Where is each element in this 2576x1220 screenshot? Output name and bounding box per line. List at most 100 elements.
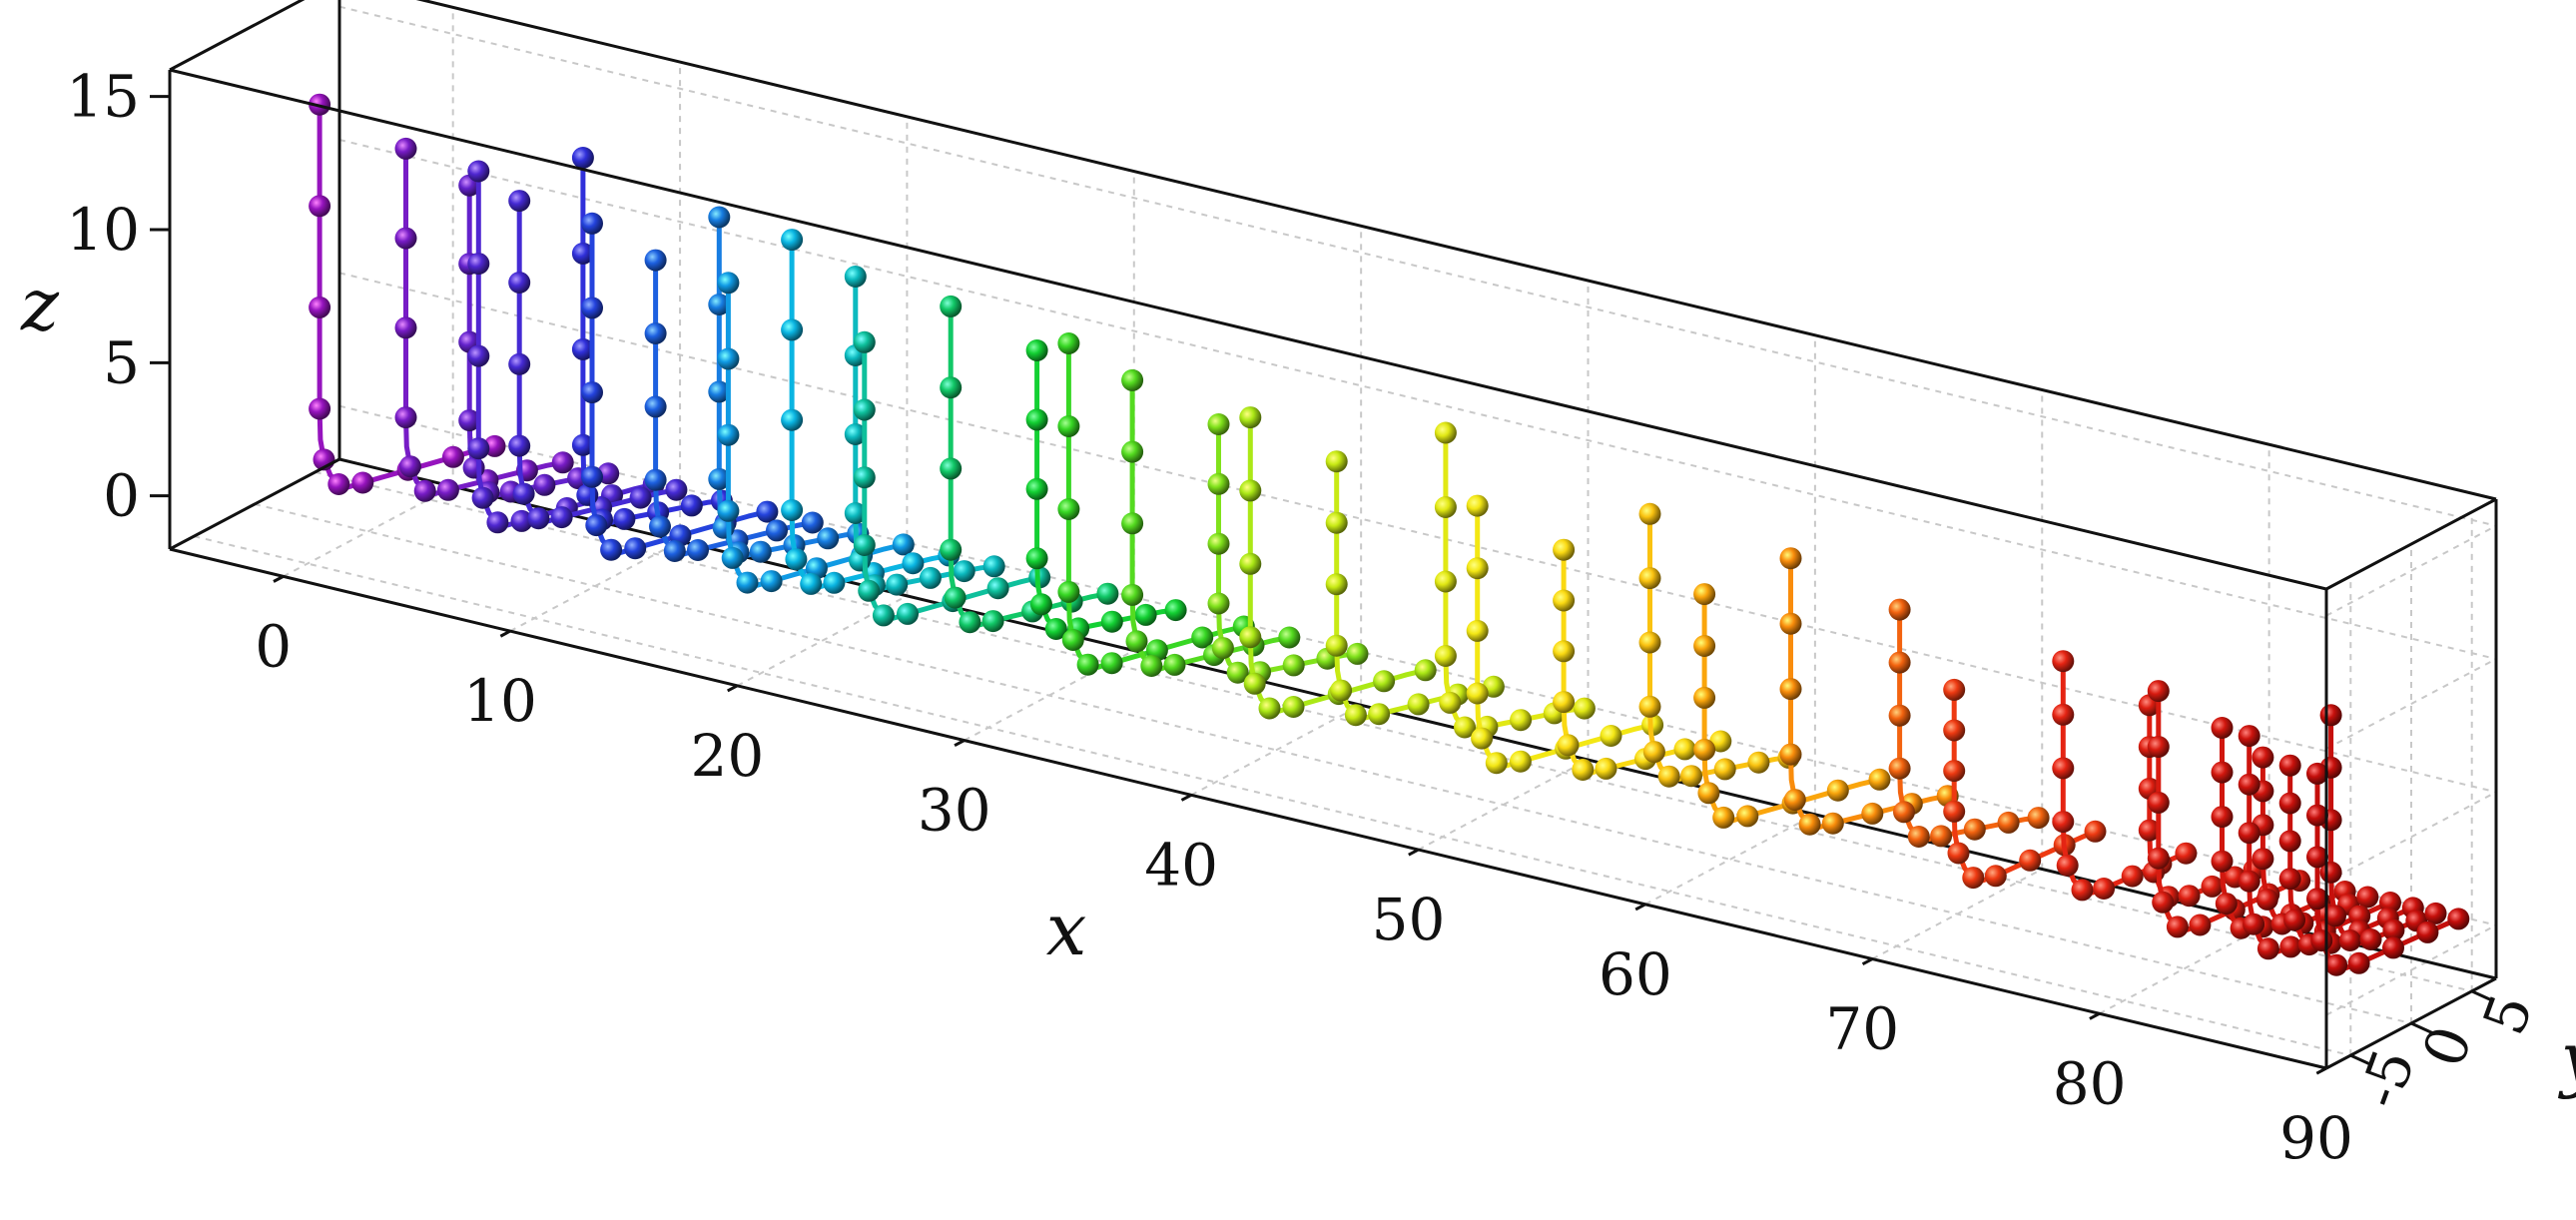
grid-line — [2325, 923, 2497, 1016]
trace-point — [467, 344, 490, 367]
trace-point — [1485, 752, 1508, 775]
trace-point — [1826, 779, 1849, 802]
grid-line — [1644, 813, 1816, 906]
trace-point — [1798, 813, 1821, 836]
trace-point — [1947, 842, 1970, 865]
trace-22 — [1553, 538, 1732, 781]
trace-point — [1697, 782, 1720, 805]
trace-point — [1191, 626, 1214, 649]
trace-point — [953, 560, 975, 583]
trace-point — [467, 160, 490, 183]
trace-point — [2084, 820, 2107, 843]
trace-point — [886, 573, 909, 596]
trace-point — [940, 457, 963, 480]
trace-point — [1779, 743, 1802, 766]
trace-point — [1779, 678, 1802, 701]
trace-26 — [1888, 598, 2050, 848]
trace-point — [1783, 789, 1806, 812]
trace-point — [471, 486, 494, 509]
trace-point — [550, 506, 573, 529]
trace-point — [2356, 886, 2379, 909]
x-tick-label: 20 — [691, 722, 765, 790]
trace-point — [1821, 812, 1844, 835]
trace-point — [2147, 791, 2170, 814]
trace-point — [581, 465, 603, 488]
trace-point — [2238, 773, 2260, 796]
y-tick-mark — [2410, 1021, 2434, 1035]
trace-point — [1025, 547, 1048, 570]
trace-point — [2211, 761, 2234, 784]
trace-point — [1557, 734, 1580, 757]
trace-point — [959, 611, 981, 634]
trace-point — [1207, 472, 1230, 495]
trace-point — [1984, 865, 2007, 888]
trace-point — [309, 397, 331, 420]
trace-12 — [853, 330, 1051, 627]
trace-point — [844, 423, 867, 445]
x-tick-mark — [1861, 957, 1873, 965]
trace-point — [749, 540, 772, 563]
trace-point — [1943, 719, 1966, 742]
trace-point — [844, 502, 867, 524]
trace-point — [1344, 704, 1367, 727]
x-tick-mark — [727, 684, 739, 693]
trace-point — [1779, 612, 1802, 635]
x-tick-label: 80 — [2053, 1049, 2127, 1117]
trace-point — [1100, 652, 1123, 675]
trace-point — [1943, 800, 1966, 823]
trace-point — [785, 548, 808, 571]
x-tick-mark — [2315, 1066, 2327, 1075]
trace-point — [858, 579, 881, 602]
trace-point — [1572, 759, 1595, 781]
trace-point — [853, 534, 876, 556]
trace-point — [2175, 842, 2198, 865]
trace-point — [853, 398, 876, 421]
trace-point — [1868, 768, 1891, 791]
trace-point — [1414, 659, 1437, 682]
trace-point — [1962, 867, 1985, 890]
trace-point — [708, 206, 731, 229]
trace-point — [467, 253, 490, 276]
trace-21 — [1466, 494, 1664, 775]
trace-layer — [309, 93, 2470, 976]
trace-line — [1561, 547, 1723, 776]
trace-point — [1600, 725, 1622, 747]
trace-point — [1096, 582, 1119, 605]
trace-point — [940, 376, 963, 399]
trace-point — [1553, 691, 1576, 714]
trace-point — [1140, 655, 1163, 677]
trace-point — [508, 272, 531, 294]
trace-point — [2382, 936, 2404, 959]
trace-point — [1121, 368, 1144, 391]
grid-line — [338, 404, 2497, 926]
trace-point — [2278, 868, 2301, 891]
trace-point — [1076, 653, 1099, 676]
trace-point — [897, 602, 919, 625]
trace-line — [1034, 347, 1179, 635]
trace-point — [1747, 751, 1770, 774]
trace-point — [2278, 830, 2301, 853]
trace-point — [708, 380, 731, 403]
trace-point — [1239, 552, 1262, 575]
trace-point — [2306, 846, 2328, 869]
trace-point — [1239, 479, 1262, 502]
trace-point — [1709, 730, 1732, 753]
trace-point — [1325, 634, 1348, 657]
box-edge — [169, 457, 340, 551]
trace-point — [1057, 580, 1080, 603]
trace-point — [708, 467, 731, 490]
trace-point — [944, 586, 966, 609]
trace-point — [1325, 511, 1348, 534]
trace-point — [486, 511, 509, 534]
trace-point — [1943, 760, 1966, 783]
trace-point — [2306, 804, 2328, 827]
trace-line — [403, 146, 566, 496]
trace-line — [1951, 687, 2098, 884]
trace-point — [571, 242, 594, 265]
trace-17 — [1207, 413, 1369, 684]
trace-point — [644, 322, 667, 344]
trace-point — [351, 471, 374, 494]
trace-line — [789, 237, 952, 589]
trace-point — [585, 514, 608, 537]
